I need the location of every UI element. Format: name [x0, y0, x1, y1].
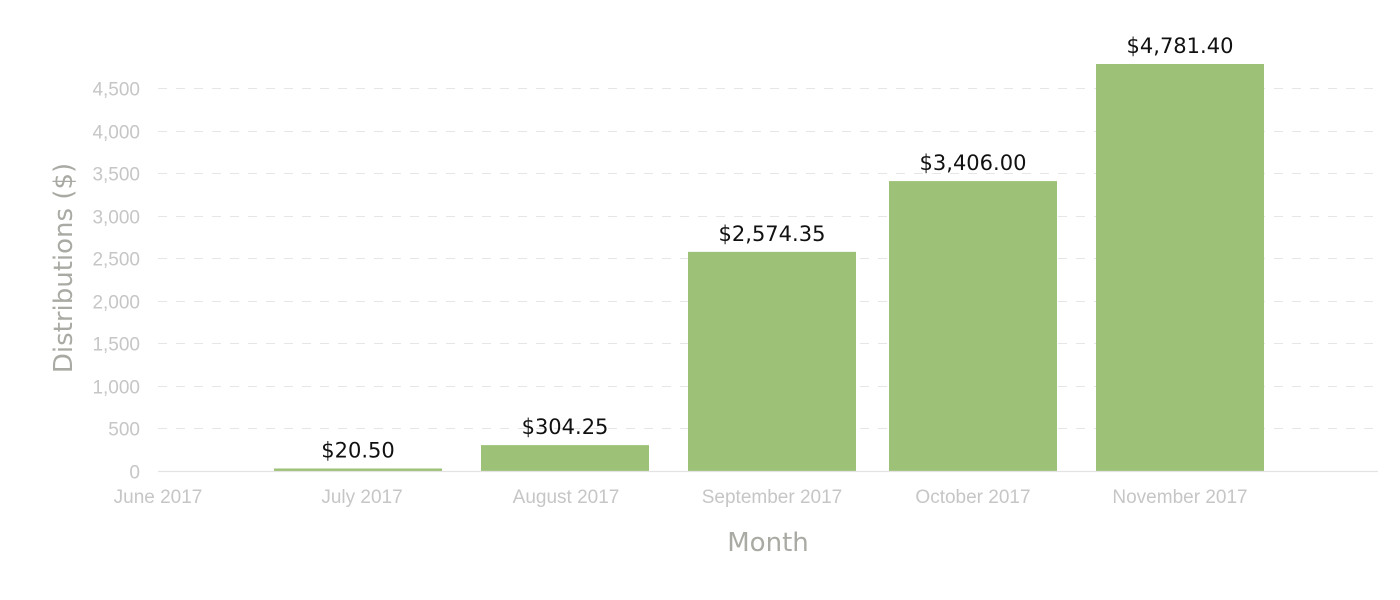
y-axis-title: Distributions ($)	[49, 163, 79, 373]
y-tick-label: 1,000	[92, 378, 140, 399]
x-tick-label: November 2017	[1112, 487, 1247, 508]
x-tick-label: August 2017	[513, 487, 620, 508]
y-tick-label: 2,500	[92, 250, 140, 271]
y-tick-label: 1,500	[92, 335, 140, 356]
y-tick-label: 3,500	[92, 165, 140, 186]
bar-value-label: $304.25	[522, 415, 609, 439]
bar	[889, 181, 1057, 472]
y-tick-label: 0	[129, 463, 140, 484]
value-labels: $20.50 $304.25 $2,574.35 $3,406.00 $4,781.40	[321, 34, 1233, 463]
bar-value-label: $3,406.00	[920, 151, 1027, 175]
bars	[274, 64, 1264, 472]
bar	[274, 468, 442, 471]
x-axis-title: Month	[727, 528, 809, 558]
bar	[688, 251, 856, 471]
y-tick-label: 4,500	[92, 80, 140, 101]
bar-value-label: $20.50	[321, 439, 394, 463]
bar-value-label: $4,781.40	[1127, 34, 1234, 58]
y-axis-ticks: 0 500 1,000 1,500 2,000 2,500 3,000 3,500 4,000 4…	[92, 80, 140, 484]
bar	[481, 445, 649, 471]
bar-value-label: $2,574.35	[719, 222, 826, 246]
x-tick-label: September 2017	[702, 487, 843, 508]
y-tick-label: 3,000	[92, 208, 140, 229]
x-tick-label: October 2017	[915, 487, 1030, 508]
x-tick-label: June 2017	[114, 487, 203, 508]
y-tick-label: 500	[108, 420, 140, 441]
y-tick-label: 2,000	[92, 293, 140, 314]
x-axis-ticks: June 2017 July 2017 August 2017 September 2…	[114, 487, 1248, 508]
x-tick-label: July 2017	[321, 487, 402, 508]
bar	[1096, 64, 1264, 471]
y-tick-label: 4,000	[92, 123, 140, 144]
